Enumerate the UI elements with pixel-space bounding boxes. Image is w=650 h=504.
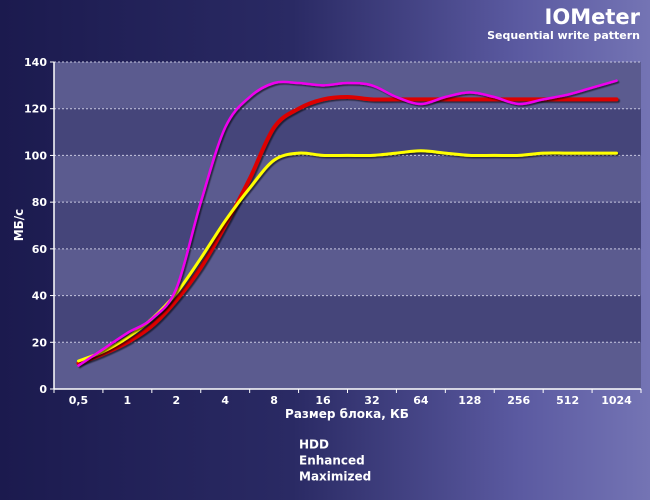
series-lines	[76, 79, 619, 367]
x-tick-label: 64	[413, 394, 429, 407]
series-line-hdd	[76, 95, 619, 366]
chart-title: IOMeter	[545, 5, 641, 29]
legend: HDD Enhanced Maximized	[277, 438, 371, 484]
plot-band	[54, 202, 641, 249]
x-tick-label: 16	[315, 394, 331, 407]
y-axis-ticks: 0 20 40 60 80 100 120 140	[24, 56, 54, 396]
x-tick-label: 32	[364, 394, 379, 407]
x-tick-label: 1	[124, 394, 132, 407]
plot-band	[54, 155, 641, 203]
x-tick-label: 8	[270, 394, 278, 407]
chart-subtitle: Sequential write pattern	[487, 29, 640, 42]
plot-band	[54, 248, 641, 296]
y-tick-label: 80	[32, 196, 48, 209]
series-line-maximized	[77, 79, 618, 367]
plot-area	[54, 62, 641, 389]
x-tick-label: 2	[172, 394, 180, 407]
legend-label: Enhanced	[299, 454, 365, 468]
y-axis-label: МБ/с	[12, 209, 26, 242]
legend-label: HDD	[299, 438, 329, 452]
gridlines	[54, 61, 641, 343]
y-tick-label: 60	[32, 243, 48, 256]
x-tick-label: 512	[556, 394, 579, 407]
legend-label: Maximized	[299, 470, 371, 484]
y-tick-label: 40	[32, 290, 48, 303]
plot-band	[54, 108, 641, 156]
y-tick-label: 140	[24, 56, 47, 69]
y-tick-label: 100	[24, 149, 47, 162]
x-axis-ticks: 0,5 1 2 4 8 16 32 64 128 256 512 1024	[53, 389, 642, 407]
x-tick-label: 4	[221, 394, 229, 407]
plot-band	[54, 342, 641, 389]
y-tick-label: 120	[24, 103, 47, 116]
x-tick-label: 256	[507, 394, 530, 407]
x-tick-label: 0,5	[69, 394, 89, 407]
x-tick-label: 1024	[601, 394, 632, 407]
y-tick-label: 0	[39, 383, 47, 396]
x-axis-label: Размер блока, КБ	[285, 407, 409, 421]
plot-band	[54, 62, 641, 109]
y-tick-label: 20	[32, 336, 48, 349]
x-tick-label: 128	[458, 394, 481, 407]
